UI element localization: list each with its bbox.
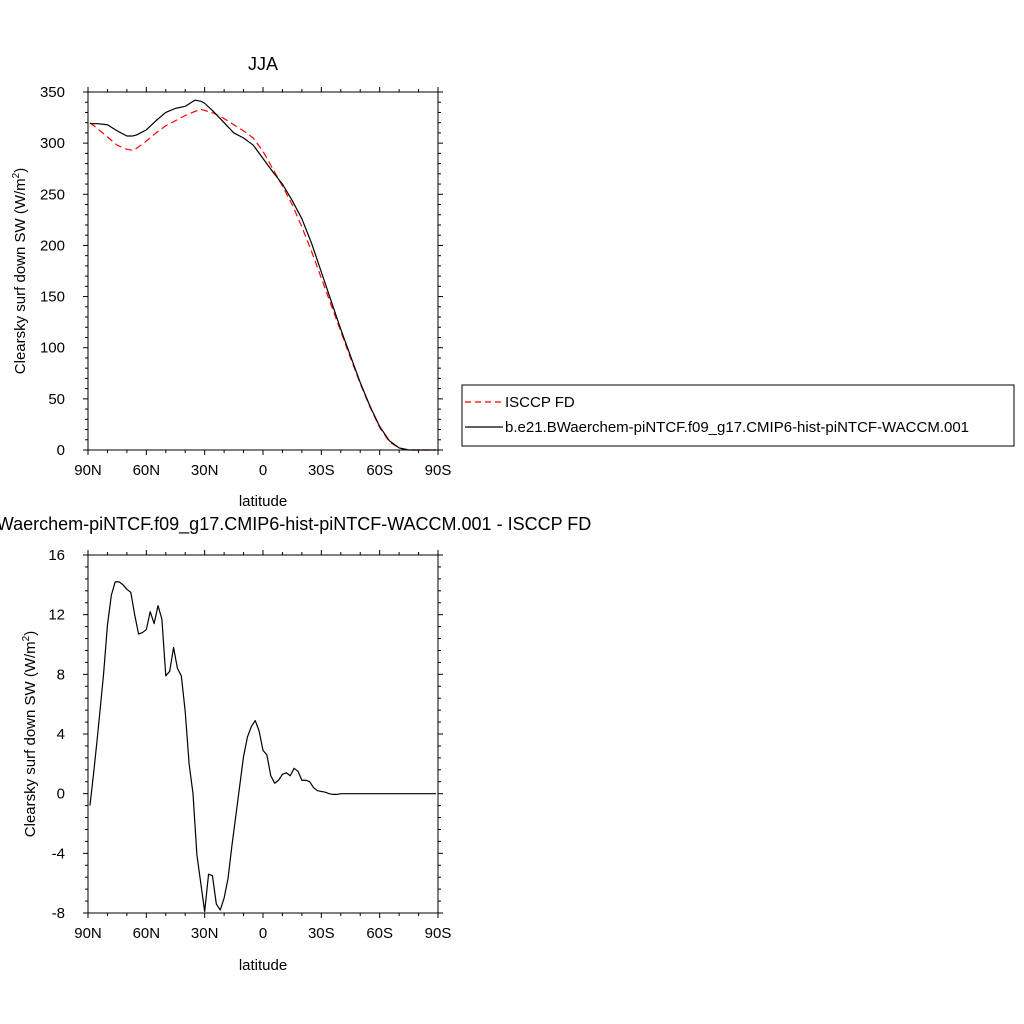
chart-bottom-x-tick-label: 90S (425, 925, 452, 942)
legend-label-isccp: ISCCP FD (505, 394, 575, 411)
chart-top-y-tick-label: 250 (40, 186, 65, 203)
chart-bottom-y-tick-label: -8 (52, 905, 65, 922)
chart-bottom-y-tick-label: 12 (48, 607, 65, 624)
legend-label-model: b.e21.BWaerchem-piNTCF.f09_g17.CMIP6-his… (505, 419, 969, 436)
chart-top-y-tick-label: 100 (40, 340, 65, 357)
chart-top-y-tick-label: 350 (40, 84, 65, 101)
chart-top-frame (87, 91, 439, 451)
chart-top-x-axis-label: latitude (239, 493, 287, 510)
chart-bottom-y-tick-label: 8 (57, 666, 65, 683)
chart-top-x-tick-label: 0 (259, 462, 267, 479)
chart-bottom-x-tick-label: 30S (308, 925, 335, 942)
chart-top-x-tick-label: 30S (308, 462, 335, 479)
chart-top-y-tick-label: 150 (40, 289, 65, 306)
chart-bottom-x-tick-label: 60S (366, 925, 393, 942)
chart-bottom-x-tick-label: 0 (259, 925, 267, 942)
chart-top-y-tick-label: 50 (48, 391, 65, 408)
chart-top-x-tick-label: 30N (191, 462, 219, 479)
chart-top-series-1-line (89, 99, 437, 451)
chart-bottom-y-tick-label: 4 (57, 726, 65, 743)
chart-bottom-frame (87, 554, 439, 914)
chart-bottom-x-tick-label: 90N (74, 925, 102, 942)
chart-top: JJA 90N 60N 30N 0 30S 60S 90S 0 50 100 150 200 250 30… (11, 54, 451, 510)
chart-bottom-y-tick-label: 0 (57, 786, 65, 803)
chart-bottom-y-axis-label: Clearsky surf down SW (W/m2) (21, 631, 39, 837)
chart-top-x-tick-label: 90N (74, 462, 102, 479)
chart-bottom-series-0-line (89, 581, 437, 913)
chart-top-plot-area: 90N 60N 30N 0 30S 60S 90S 0 50 100 150 200 250 300 350 (40, 84, 451, 479)
chart-top-x-tick-label: 90S (425, 462, 452, 479)
chart-top-legend: ISCCP FD b.e21.BWaerchem-piNTCF.f09_g17.… (461, 384, 1015, 447)
chart-top-x-tick-label: 60N (133, 462, 161, 479)
chart-top-y-tick-label: 300 (40, 135, 65, 152)
chart-top-title: JJA (248, 54, 278, 74)
chart-bottom-x-axis-label: latitude (239, 957, 287, 974)
chart-top-x-tick-label: 60S (366, 462, 393, 479)
chart-top-y-tick-label: 0 (57, 442, 65, 459)
chart-top-y-tick-label: 200 (40, 237, 65, 254)
chart-bottom-y-tick-label: 16 (48, 547, 65, 564)
chart-bottom-x-tick-label: 30N (191, 925, 219, 942)
chart-bottom-y-tick-label: -4 (52, 845, 65, 862)
chart-bottom-title: b.e21.BWaerchem-piNTCF.f09_g17.CMIP6-his… (0, 514, 591, 535)
chart-top-y-axis-label: Clearsky surf down SW (W/m2) (11, 168, 29, 374)
legend-box (461, 384, 1015, 447)
chart-bottom-x-tick-label: 60N (133, 925, 161, 942)
chart-bottom: b.e21.BWaerchem-piNTCF.f09_g17.CMIP6-his… (0, 514, 591, 974)
